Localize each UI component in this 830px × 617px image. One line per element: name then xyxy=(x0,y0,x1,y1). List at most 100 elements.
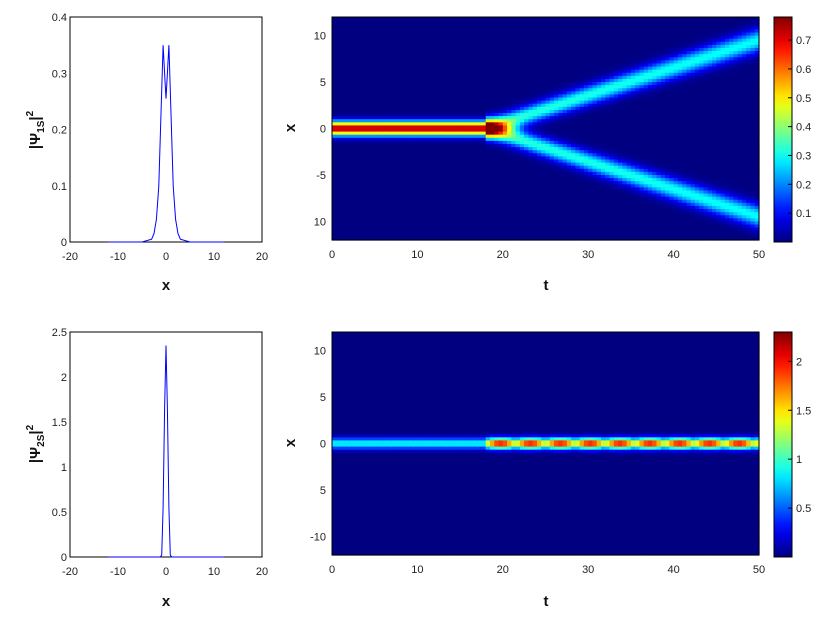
heatmap-cell xyxy=(601,128,606,133)
heatmap-cell xyxy=(566,178,572,182)
heatmap-cell xyxy=(378,35,384,40)
heatmap-cell xyxy=(515,236,521,241)
heatmap-cell xyxy=(498,147,504,151)
heatmap-cell xyxy=(451,113,457,117)
heatmap-cell xyxy=(511,106,517,111)
heatmap-cell xyxy=(592,113,598,117)
heatmap-cell xyxy=(374,66,380,71)
heatmap-cell xyxy=(421,116,427,120)
heatmap-cell xyxy=(468,75,474,80)
heatmap-cell xyxy=(524,178,530,182)
heatmap-cell xyxy=(391,128,397,133)
heatmap-cell xyxy=(374,38,380,43)
heatmap-cell xyxy=(396,20,401,24)
heatmap-cell xyxy=(451,109,457,114)
heatmap-cell xyxy=(357,97,363,102)
heatmap-cell xyxy=(558,116,564,120)
heatmap-cell xyxy=(536,196,542,201)
heatmap-cell xyxy=(438,78,444,83)
heatmap-cell xyxy=(357,187,363,192)
heatmap-cell xyxy=(455,91,461,96)
heatmap-cell xyxy=(421,78,427,83)
x-tick-labels: -20 -10 0 10 20 xyxy=(62,251,268,263)
heatmap-cell xyxy=(378,187,384,192)
heatmap-cell xyxy=(383,103,389,108)
heatmap-cell xyxy=(528,178,534,182)
heatmap-cell xyxy=(545,72,551,77)
heatmap-cell xyxy=(605,119,611,123)
heatmap-cell xyxy=(349,60,354,65)
heatmap-cell xyxy=(455,184,461,188)
heatmap-cell xyxy=(438,41,444,46)
heatmap-cell xyxy=(366,109,372,114)
heatmap-cell xyxy=(562,236,568,241)
heatmap-cell xyxy=(622,113,628,117)
heatmap-cell xyxy=(532,38,538,43)
heatmap-cell xyxy=(579,143,585,148)
heatmap-cell xyxy=(353,119,359,123)
heatmap-cell xyxy=(464,181,470,185)
heatmap-cell xyxy=(438,94,444,99)
heatmap-cell xyxy=(519,35,525,40)
heatmap-cell xyxy=(425,44,431,49)
heatmap-cell xyxy=(613,233,619,238)
heatmap-cell xyxy=(413,131,418,136)
heatmap-cell xyxy=(468,134,474,139)
heatmap-cell xyxy=(464,97,470,102)
heatmap-cell xyxy=(545,100,551,105)
heatmap-cell xyxy=(532,165,538,170)
heatmap-cell xyxy=(579,51,585,55)
heatmap-cell xyxy=(464,165,470,170)
heatmap-cell xyxy=(396,143,401,148)
heatmap-cell xyxy=(498,17,504,21)
heatmap-cell xyxy=(558,159,564,164)
heatmap-cell xyxy=(609,193,615,198)
heatmap-cell xyxy=(438,140,444,145)
heatmap-cell xyxy=(443,122,448,127)
heatmap-cell xyxy=(601,168,606,173)
heatmap-cell xyxy=(613,224,619,229)
heatmap-cell xyxy=(511,103,517,108)
heatmap-cell xyxy=(566,171,572,176)
heatmap-cell xyxy=(536,57,542,61)
heatmap-cell xyxy=(541,26,547,30)
heatmap-cell xyxy=(536,230,542,235)
heatmap-cell xyxy=(601,140,606,145)
heatmap-cell xyxy=(515,75,521,80)
heatmap-cell xyxy=(498,212,504,216)
heatmap-cell xyxy=(601,63,606,68)
heatmap-cell xyxy=(498,26,504,30)
heatmap-cell xyxy=(425,57,431,61)
heatmap-cell xyxy=(361,66,367,71)
heatmap-cell xyxy=(387,54,393,58)
heatmap-cell xyxy=(451,147,457,151)
heatmap-cell xyxy=(575,113,581,117)
heatmap-cell xyxy=(588,32,594,37)
heatmap-cell xyxy=(366,224,372,229)
heatmap-cell xyxy=(332,147,337,151)
heatmap-cell xyxy=(477,51,483,55)
heatmap-cell xyxy=(353,20,359,24)
heatmap-cell xyxy=(340,78,346,83)
heatmap-cell xyxy=(481,221,487,226)
heatmap-cell xyxy=(494,103,500,108)
heatmap-cell xyxy=(485,134,491,139)
heatmap-cell xyxy=(447,181,453,185)
heatmap-cell xyxy=(404,60,410,65)
heatmap-cell xyxy=(413,196,418,201)
heatmap-cell xyxy=(524,69,530,74)
heatmap-cell xyxy=(554,153,559,157)
heatmap-cell xyxy=(357,156,363,161)
heatmap-cell xyxy=(588,190,594,195)
heatmap-cell xyxy=(477,32,483,37)
heatmap-cell xyxy=(472,209,478,213)
heatmap-cell xyxy=(391,218,397,223)
heatmap-cell xyxy=(536,85,542,89)
heatmap-cell xyxy=(566,199,572,204)
heatmap-cell xyxy=(434,75,440,80)
heatmap-cell xyxy=(592,100,598,105)
heatmap-cell xyxy=(468,187,474,192)
heatmap-cell xyxy=(455,57,461,61)
heatmap-cell xyxy=(468,113,474,117)
heatmap-cell xyxy=(387,140,393,145)
